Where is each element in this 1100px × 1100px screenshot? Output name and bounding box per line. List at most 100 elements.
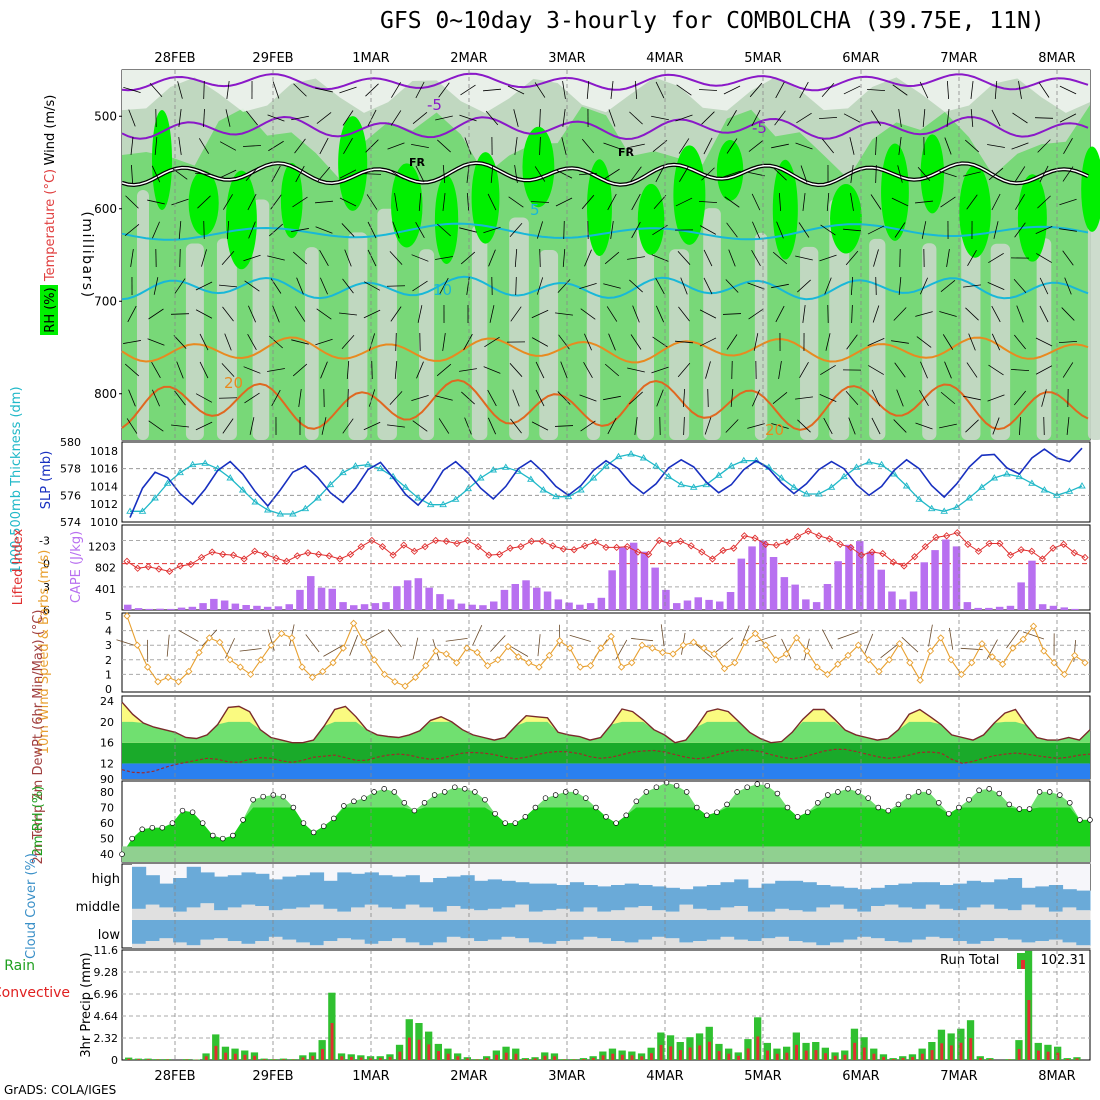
wind-tick: 3: [105, 639, 112, 652]
cloud-cell-middle-cover: [351, 892, 366, 908]
cloud-cell-low-cover: [351, 920, 366, 940]
cloud-cell-low-cover: [487, 920, 502, 940]
precip-conv-bar: [243, 1054, 247, 1060]
wind-barb: [464, 417, 472, 435]
cloud-cell-middle: [1035, 907, 1050, 920]
cloud-cell-middle-cover: [282, 892, 297, 909]
wind-speed-point: [556, 637, 564, 645]
cloud-cell-middle: [611, 910, 626, 920]
lifted-index-point: [495, 550, 504, 559]
wind-barb: [435, 256, 453, 260]
wind-speed-point: [174, 678, 183, 686]
cape-bar: [156, 608, 164, 610]
cloud-cell-high: [830, 886, 845, 892]
wind-barb: [244, 392, 260, 404]
wind-barb: [171, 424, 189, 428]
cloud-cell-middle-cover: [474, 892, 489, 911]
cloud-cell-low: [1062, 942, 1077, 948]
wind-barb: [802, 193, 806, 211]
cloud-cell-high: [665, 887, 680, 892]
cloud-cell-middle: [788, 910, 804, 920]
rh-dry-column: [1036, 238, 1052, 440]
cloud-cell-low: [214, 938, 229, 948]
wind-barb: [875, 136, 877, 156]
wind-barb: [342, 418, 354, 434]
cloud-cell-middle-cover: [159, 892, 174, 908]
thickness-point: [802, 490, 811, 497]
lifted-index-point: [389, 551, 397, 559]
rh-dry-column: [869, 238, 886, 440]
precip-conv-bar: [979, 1057, 982, 1060]
lifted-index-point: [283, 557, 291, 565]
precip-tick: 4.64: [94, 1010, 119, 1023]
wind-barb: [892, 84, 908, 96]
wind-barb: [531, 309, 549, 319]
wind-barb: [483, 366, 501, 374]
precip-conv-bar: [146, 1059, 150, 1060]
wind-barb: [683, 416, 685, 436]
cloud-cell-middle-cover: [966, 892, 981, 908]
thickness-tick: 576: [60, 489, 81, 502]
rh-point: [351, 798, 357, 805]
cloud-cell-low: [255, 941, 270, 948]
cloud-cell-low: [939, 938, 954, 948]
run-total-swatch-conv: [1021, 960, 1025, 969]
rh-point: [976, 787, 982, 794]
wind-barb: [778, 192, 782, 212]
rh-point: [855, 789, 861, 795]
rh-point: [1026, 806, 1033, 812]
precip-conv-bar: [504, 1052, 508, 1060]
wind-barb: [629, 391, 643, 405]
cloud-cell-middle-cover: [1021, 892, 1036, 905]
wind-barb: [1018, 81, 1022, 99]
cloud-cell-middle-cover: [296, 892, 311, 908]
y-tick-upper: 500: [94, 109, 117, 123]
precip-conv-bar: [214, 1045, 218, 1060]
wind-barb: [748, 308, 764, 320]
wind-barb: [562, 81, 566, 99]
cloud-cell-middle-cover: [556, 892, 571, 909]
wind-barb: [1062, 166, 1074, 182]
wind-barb-10m: [660, 624, 665, 647]
wind-barb: [1013, 278, 1027, 294]
wind-barb: [1014, 166, 1026, 182]
cape-bar: [1049, 605, 1058, 610]
date-label-bottom: 8MAR: [1038, 1069, 1075, 1084]
wind-barb: [944, 361, 952, 379]
cloud-cell-low-cover: [433, 920, 448, 943]
wind-barb: [867, 225, 885, 235]
panel-frame-precip: [121, 949, 1091, 1061]
wind-barb: [726, 138, 738, 154]
cloud-cell-high: [159, 883, 174, 892]
cloud-cell-low: [1035, 941, 1050, 948]
wind-barb: [994, 80, 998, 100]
wind-barb: [870, 110, 882, 126]
cloud-cell-middle-cover: [132, 892, 147, 909]
precip-tick: 11.6: [94, 944, 119, 957]
wind-barb: [586, 80, 590, 100]
rh-point: [502, 820, 508, 826]
wind-speed-point: [288, 634, 296, 642]
wind-barb: [920, 361, 928, 379]
cloud-cell-middle: [980, 904, 995, 920]
wind-barb-10m: [864, 633, 874, 655]
wind-barb: [703, 277, 713, 295]
wind-barb: [655, 277, 665, 295]
cloud-cell-low: [186, 945, 201, 948]
cloud-cell-middle: [405, 904, 420, 920]
wind-barb: [563, 220, 565, 240]
cloud-cell-high: [652, 886, 667, 892]
cloud-cell-middle: [173, 911, 188, 920]
wind-barb: [965, 419, 979, 433]
wind-barb: [534, 166, 546, 182]
wind-barb: [363, 309, 381, 319]
rh-point: [794, 814, 801, 820]
wind-barb: [242, 145, 262, 147]
wind-barb: [272, 81, 280, 99]
cloud-cell-low-cover: [227, 920, 242, 941]
temp-tick: 90: [100, 773, 114, 786]
wind-speed-point: [308, 673, 317, 681]
lifted-index-point: [517, 542, 525, 551]
wind-barb: [225, 109, 231, 127]
rh-dry-column: [185, 243, 204, 440]
